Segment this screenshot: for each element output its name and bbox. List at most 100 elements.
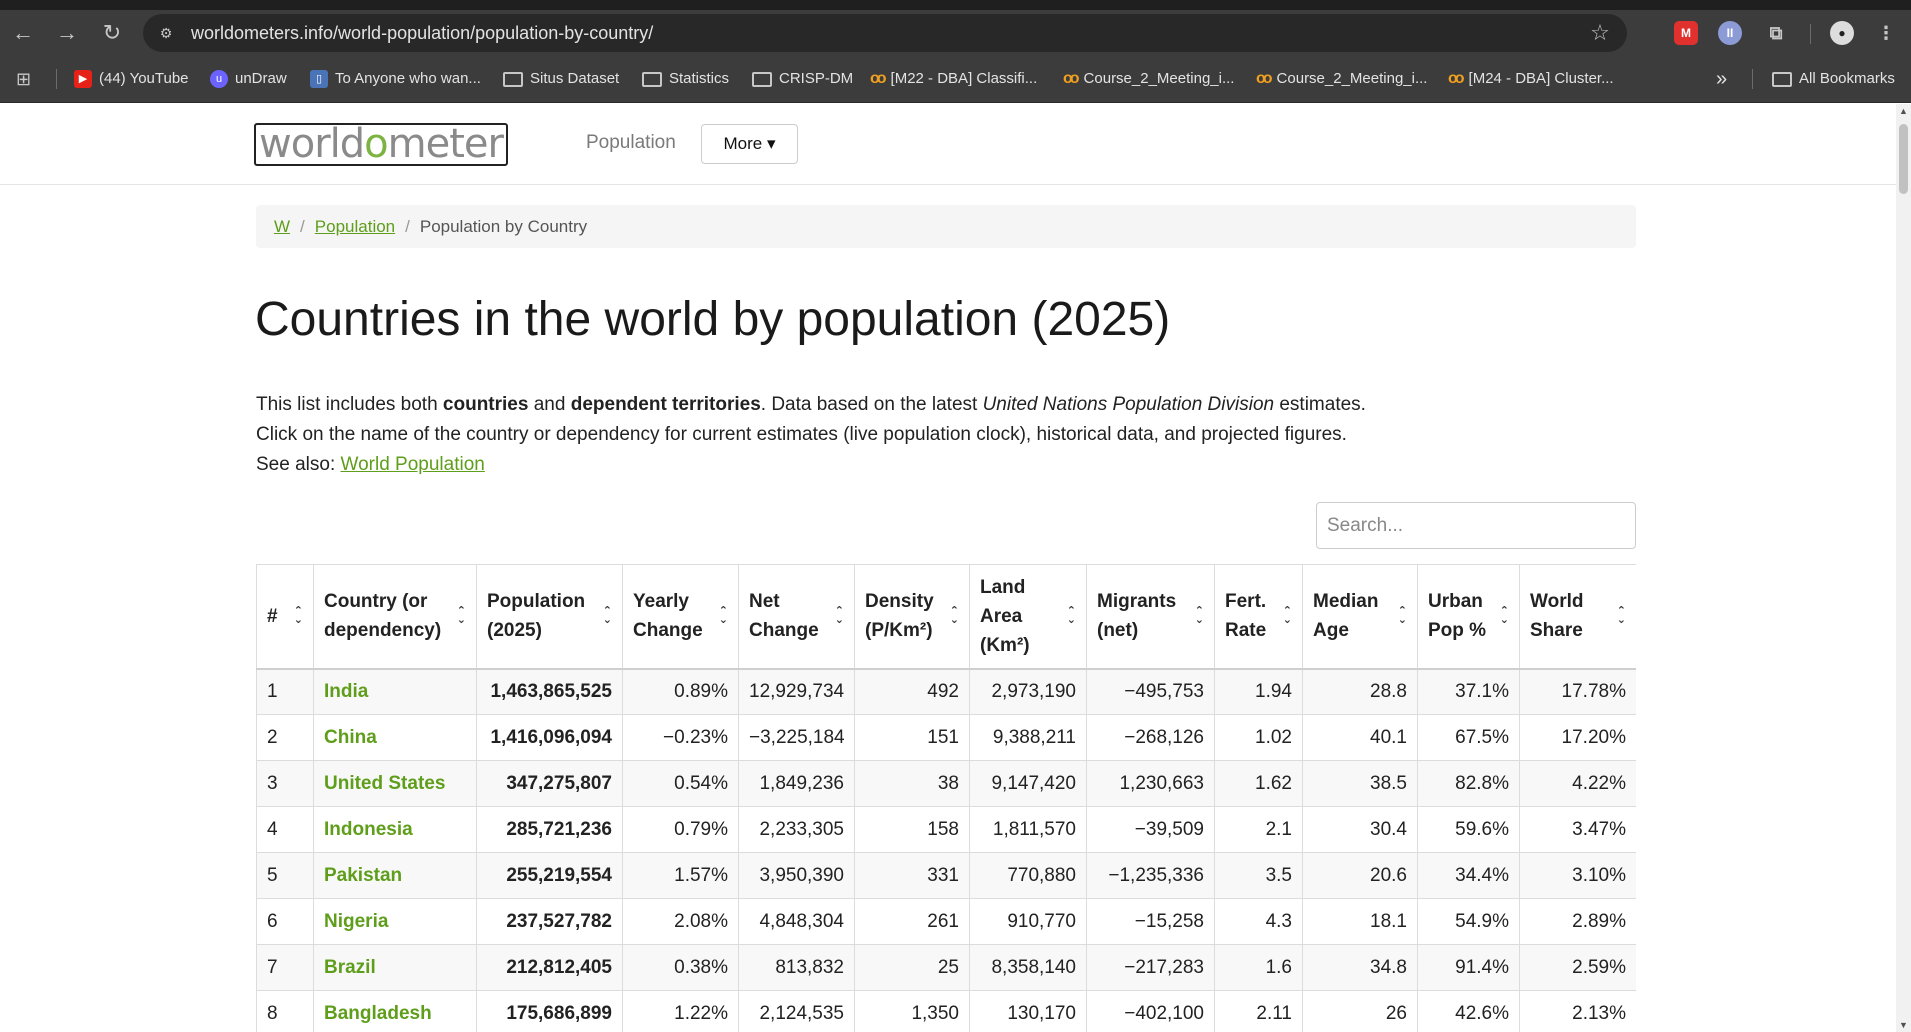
reload-icon[interactable]: ↻ [102, 20, 122, 45]
bookmark-item[interactable]: oo Course_2_Meeting_i... [1256, 65, 1427, 93]
country-link[interactable]: China [313, 714, 477, 761]
bookmark-item[interactable]: CRISP-DM [752, 65, 853, 93]
page-scrollbar[interactable]: ▲ ▼ [1896, 104, 1911, 1032]
migrants-cell: −268,126 [1086, 714, 1215, 761]
folder-icon [752, 71, 772, 87]
fert-rate-cell: 1.02 [1214, 714, 1303, 761]
sort-icon[interactable]: ⌃ ⌄ [293, 605, 303, 627]
world-population-link[interactable]: World Population [340, 454, 485, 475]
extension-red-icon[interactable]: M [1674, 21, 1698, 45]
sort-icon[interactable]: ⌃ ⌄ [1066, 605, 1076, 627]
bookmark-item[interactable]: ▶ (44) YouTube [74, 65, 189, 93]
breadcrumb-home-link[interactable]: W [274, 217, 291, 236]
column-header[interactable]: World Share ⌃ ⌄ [1519, 564, 1636, 670]
bookmark-item[interactable]: oo [M22 - DBA] Classifi... [870, 65, 1037, 93]
menu-kebab-icon[interactable]: ⋮ [1877, 23, 1895, 43]
table-row: 7 Brazil 212,812,405 0.38% 813,832 25 8,358,14… [256, 944, 1636, 991]
population-cell: 285,721,236 [476, 806, 623, 853]
net-change-cell: 813,832 [738, 944, 855, 991]
sort-icon[interactable]: ⌃ ⌄ [1194, 605, 1204, 627]
bookmark-item[interactable]: ▯ To Anyone who wan... [310, 65, 481, 93]
country-link[interactable]: United States [313, 760, 477, 807]
profile-avatar[interactable]: ● [1830, 21, 1854, 45]
sort-icon[interactable]: ⌃ ⌄ [1397, 605, 1407, 627]
column-header[interactable]: Country (or dependency) ⌃ ⌄ [313, 564, 477, 670]
bookmark-label: Situs Dataset [530, 70, 620, 87]
all-bookmarks-button[interactable]: All Bookmarks [1772, 65, 1895, 93]
column-header[interactable]: Urban Pop % ⌃ ⌄ [1417, 564, 1520, 670]
urban-pop-cell: 82.8% [1417, 760, 1520, 807]
column-header[interactable]: Population (2025) ⌃ ⌄ [476, 564, 623, 670]
bookmark-item[interactable]: oo [M24 - DBA] Cluster... [1448, 65, 1614, 93]
bookmarks-divider [56, 69, 57, 89]
median-age-cell: 38.5 [1302, 760, 1418, 807]
bookmarks-overflow-button[interactable]: » [1716, 68, 1728, 90]
column-header[interactable]: Yearly Change ⌃ ⌄ [622, 564, 739, 670]
intro-italic-un: United Nations Population Division [982, 394, 1275, 415]
country-link[interactable]: Bangladesh [313, 990, 477, 1032]
country-link[interactable]: India [313, 668, 477, 715]
column-header[interactable]: Land Area (Km²) ⌃ ⌄ [969, 564, 1087, 670]
column-header-label: Net Change [749, 591, 819, 642]
bookmarks-bar: ⊞ ▶ (44) YouTube u unDraw ▯ To Anyone wh… [0, 55, 1911, 103]
more-dropdown-button[interactable]: More ▾ [701, 124, 798, 164]
extension-circle-icon[interactable]: II [1718, 21, 1742, 45]
world-share-cell: 17.78% [1519, 668, 1636, 715]
table-row: 2 China 1,416,096,094 −0.23% −3,225,184 151 9,… [256, 714, 1636, 761]
country-link[interactable]: Pakistan [313, 852, 477, 899]
density-cell: 158 [854, 806, 970, 853]
back-icon[interactable]: ← [12, 20, 34, 45]
rank-cell: 2 [256, 714, 314, 761]
column-header[interactable]: Median Age ⌃ ⌄ [1302, 564, 1418, 670]
column-header-label: Migrants (net) [1097, 591, 1177, 642]
site-info-icon[interactable]: ⚙ [159, 25, 173, 41]
migrants-cell: −1,235,336 [1086, 852, 1215, 899]
bookmark-item[interactable]: Situs Dataset [503, 65, 619, 93]
nav-population-link[interactable]: Population [586, 132, 676, 153]
density-cell: 25 [854, 944, 970, 991]
fert-rate-cell: 1.62 [1214, 760, 1303, 807]
breadcrumb-population-link[interactable]: Population [314, 217, 396, 236]
country-link[interactable]: Indonesia [313, 806, 477, 853]
sort-icon[interactable]: ⌃ ⌄ [456, 605, 466, 627]
net-change-cell: 12,929,734 [738, 668, 855, 715]
bookmark-item[interactable]: u unDraw [210, 65, 287, 93]
bookmark-label: Course_2_Meeting_i... [1083, 70, 1235, 87]
apps-grid-icon[interactable]: ⊞ [16, 69, 32, 89]
sort-icon[interactable]: ⌃ ⌄ [718, 605, 728, 627]
bookmarks-divider [1752, 69, 1753, 89]
land-area-cell: 2,973,190 [969, 668, 1087, 715]
bookmark-item[interactable]: Statistics [642, 65, 729, 93]
worldometer-logo[interactable]: worldometer [254, 123, 508, 166]
country-link[interactable]: Nigeria [313, 898, 477, 945]
scrollbar-thumb[interactable] [1899, 124, 1908, 194]
address-bar[interactable]: ⚙ worldometers.info/world-population/pop… [143, 14, 1627, 52]
land-area-cell: 1,811,570 [969, 806, 1087, 853]
sort-icon[interactable]: ⌃ ⌄ [949, 605, 959, 627]
bookmark-label: CRISP-DM [779, 70, 854, 87]
land-area-cell: 9,388,211 [969, 714, 1087, 761]
sort-icon[interactable]: ⌃ ⌄ [834, 605, 844, 627]
sort-icon[interactable]: ⌃ ⌄ [1616, 605, 1626, 627]
bookmark-item[interactable]: oo Course_2_Meeting_i... [1063, 65, 1234, 93]
scroll-down-arrow-icon[interactable]: ▼ [1899, 1020, 1908, 1030]
column-header[interactable]: # ⌃ ⌄ [256, 564, 314, 670]
sort-icon[interactable]: ⌃ ⌄ [1499, 605, 1509, 627]
extensions-puzzle-icon[interactable]: ⧉ [1769, 23, 1783, 43]
see-also-label: See also: [256, 454, 341, 475]
net-change-cell: −3,225,184 [738, 714, 855, 761]
column-header[interactable]: Fert. Rate ⌃ ⌄ [1214, 564, 1303, 670]
urban-pop-cell: 91.4% [1417, 944, 1520, 991]
country-link[interactable]: Brazil [313, 944, 477, 991]
forward-icon[interactable]: → [56, 20, 78, 45]
column-header[interactable]: Density (P/Km²) ⌃ ⌄ [854, 564, 970, 670]
column-header[interactable]: Migrants (net) ⌃ ⌄ [1086, 564, 1215, 670]
sort-icon[interactable]: ⌃ ⌄ [602, 605, 612, 627]
scroll-up-arrow-icon[interactable]: ▲ [1899, 106, 1908, 116]
sort-icon[interactable]: ⌃ ⌄ [1282, 605, 1292, 627]
url-text[interactable]: worldometers.info/world-population/popul… [191, 23, 654, 43]
bookmark-star-icon[interactable]: ☆ [1590, 20, 1610, 45]
fert-rate-cell: 2.1 [1214, 806, 1303, 853]
table-search-input[interactable] [1316, 502, 1636, 549]
column-header[interactable]: Net Change ⌃ ⌄ [738, 564, 855, 670]
